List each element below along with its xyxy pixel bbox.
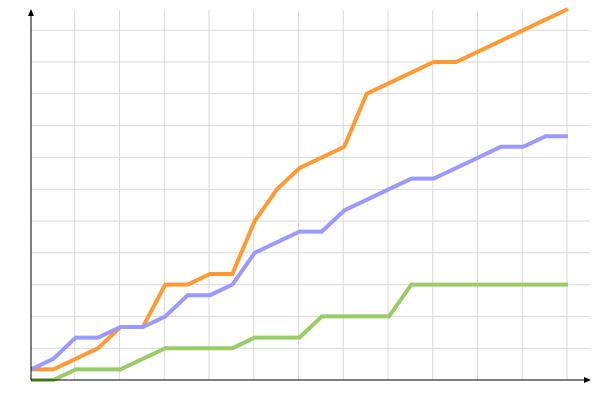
- series-line-3: [31, 282, 568, 382]
- series-layer: [30, 7, 569, 382]
- axes: [28, 9, 591, 383]
- y-axis-arrow-icon: [28, 9, 34, 16]
- series-line-2: [30, 134, 568, 372]
- grid: [31, 10, 590, 380]
- x-axis-arrow-icon: [584, 377, 591, 383]
